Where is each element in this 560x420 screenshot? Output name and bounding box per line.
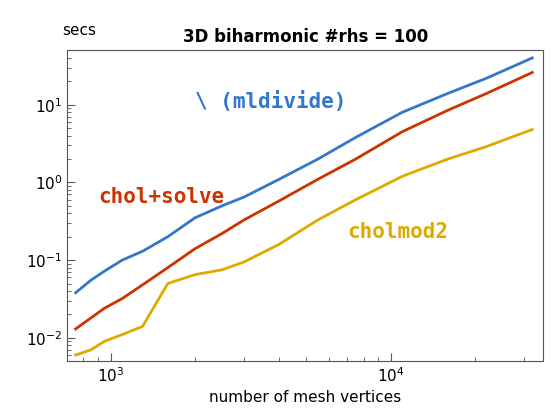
Title: 3D biharmonic #rhs = 100: 3D biharmonic #rhs = 100	[183, 28, 428, 46]
X-axis label: number of mesh vertices: number of mesh vertices	[209, 390, 402, 405]
Text: chol+solve: chol+solve	[98, 186, 224, 207]
Text: cholmod2: cholmod2	[347, 223, 449, 242]
Text: \ (mldivide): \ (mldivide)	[195, 91, 347, 112]
Text: secs: secs	[63, 23, 96, 38]
